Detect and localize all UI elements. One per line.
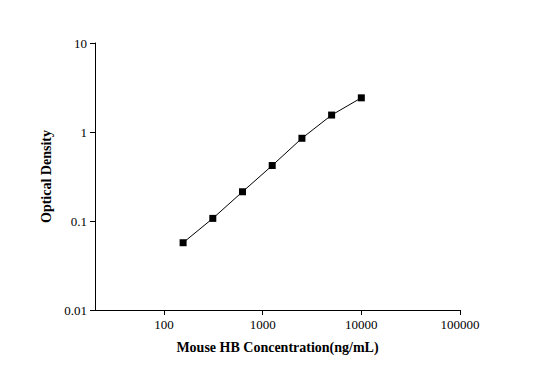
svg-text:1000: 1000 — [250, 317, 276, 332]
svg-text:0.1: 0.1 — [71, 214, 87, 229]
svg-text:0.01: 0.01 — [64, 303, 87, 318]
svg-text:Mouse HB Concentration(ng/mL): Mouse HB Concentration(ng/mL) — [176, 340, 379, 356]
svg-text:100: 100 — [154, 317, 174, 332]
svg-text:1: 1 — [81, 125, 88, 140]
svg-text:Optical Density: Optical Density — [39, 130, 54, 223]
svg-text:100000: 100000 — [441, 317, 480, 332]
svg-text:10: 10 — [74, 36, 87, 51]
svg-text:10000: 10000 — [345, 317, 378, 332]
